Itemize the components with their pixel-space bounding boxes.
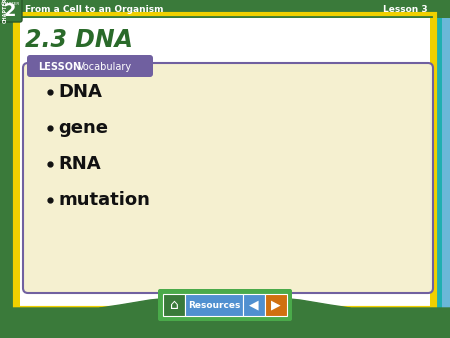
Text: Lesson 3: Lesson 3 bbox=[383, 5, 428, 15]
Bar bbox=[0, 18, 18, 308]
FancyBboxPatch shape bbox=[243, 294, 265, 316]
Bar bbox=[15, 14, 435, 308]
Text: Vocabulary: Vocabulary bbox=[78, 62, 132, 72]
FancyBboxPatch shape bbox=[0, 0, 22, 22]
Text: ▶: ▶ bbox=[271, 298, 281, 312]
Bar bbox=[20, 18, 430, 308]
FancyBboxPatch shape bbox=[27, 55, 153, 77]
Text: gene: gene bbox=[58, 119, 108, 137]
Text: RNA: RNA bbox=[58, 155, 101, 173]
Bar bbox=[430, 10, 436, 328]
Text: LESSON: LESSON bbox=[38, 62, 81, 72]
FancyBboxPatch shape bbox=[163, 294, 185, 316]
Text: ⌂: ⌂ bbox=[170, 298, 178, 312]
Text: 2.3 DNA: 2.3 DNA bbox=[25, 28, 133, 52]
Text: CHAPTER: CHAPTER bbox=[3, 0, 8, 23]
Text: CHAPTER: CHAPTER bbox=[0, 2, 20, 6]
Text: From a Cell to an Organism: From a Cell to an Organism bbox=[25, 5, 163, 15]
FancyBboxPatch shape bbox=[158, 289, 292, 321]
Bar bbox=[442, 0, 450, 338]
Text: ◀: ◀ bbox=[249, 298, 259, 312]
Bar bbox=[0, 330, 450, 338]
Bar bbox=[436, 15, 442, 323]
Bar bbox=[15, 18, 20, 308]
FancyBboxPatch shape bbox=[265, 294, 287, 316]
Text: mutation: mutation bbox=[58, 191, 150, 209]
Text: 2: 2 bbox=[4, 2, 16, 20]
Polygon shape bbox=[0, 308, 450, 316]
FancyBboxPatch shape bbox=[23, 63, 433, 293]
Text: Resources: Resources bbox=[188, 300, 240, 310]
Bar bbox=[0, 308, 450, 338]
Text: DNA: DNA bbox=[58, 83, 102, 101]
FancyBboxPatch shape bbox=[185, 294, 243, 316]
Bar bbox=[18, 0, 450, 18]
Polygon shape bbox=[100, 296, 350, 338]
